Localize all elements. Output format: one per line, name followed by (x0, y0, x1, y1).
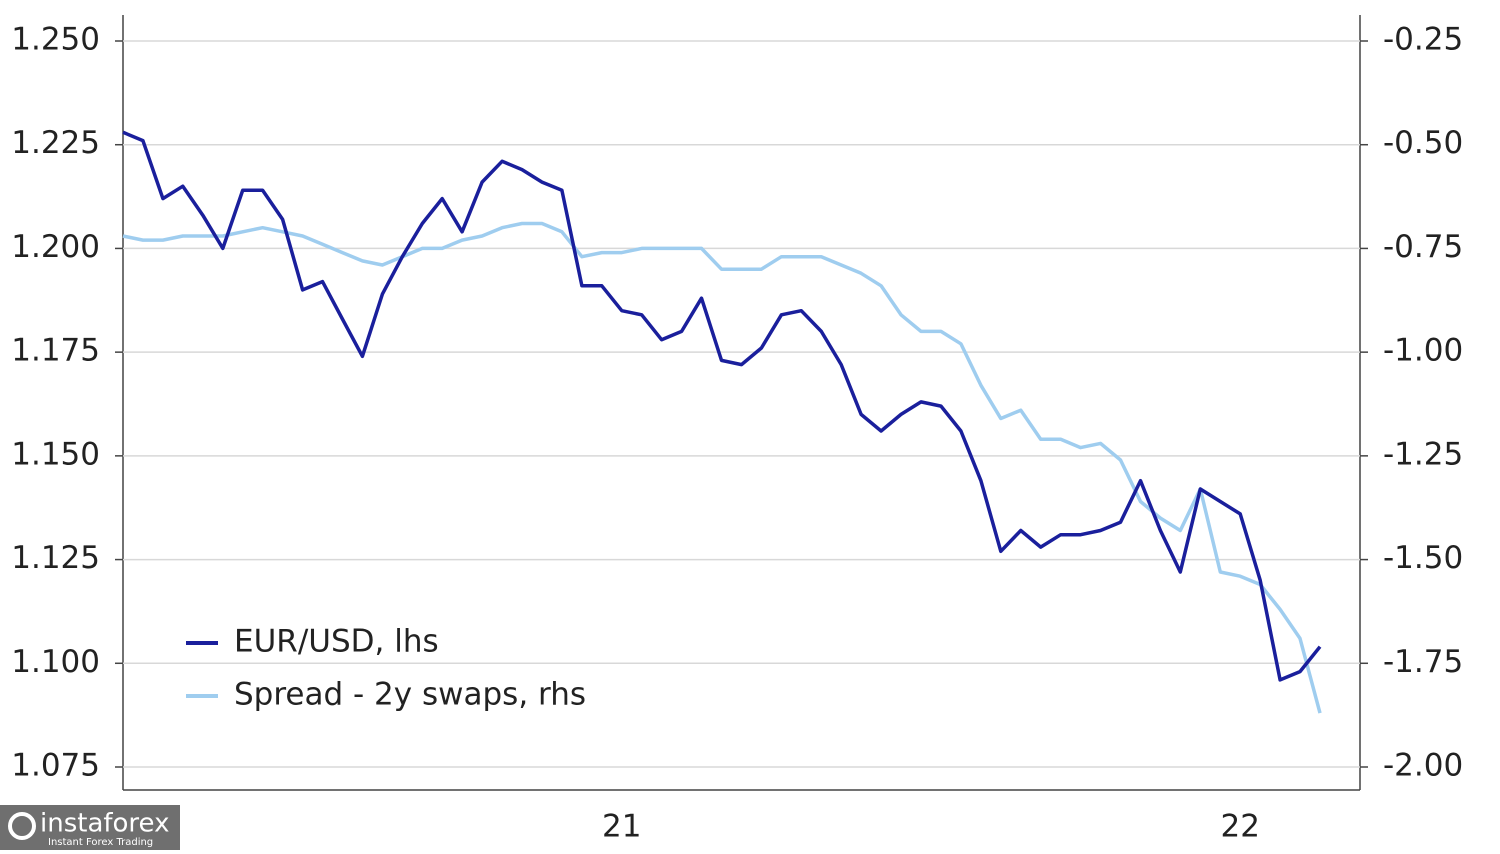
y-tick-label: 1.250 (11, 22, 100, 58)
y2-tick-label: -1.00 (1383, 333, 1463, 369)
watermark: instaforex Instant Forex Trading (0, 805, 180, 850)
watermark-tagline: Instant Forex Trading (48, 837, 153, 848)
y-tick-label: 1.175 (11, 333, 100, 369)
series-line (122, 221, 1322, 714)
y2-tick-label: -1.25 (1383, 436, 1463, 472)
y-tick-label: 1.225 (11, 125, 100, 161)
y-tick-label: 1.100 (11, 644, 100, 680)
y-tick-label: 1.200 (11, 229, 100, 265)
y2-tick-label: -1.75 (1383, 644, 1463, 680)
y2-tick-label: -0.75 (1383, 229, 1463, 265)
y-tick-label: 1.125 (11, 540, 100, 576)
y-tick-label: 1.150 (11, 436, 100, 472)
y-tick-label: 1.075 (11, 748, 100, 784)
y2-tick-label: -1.50 (1383, 540, 1463, 576)
legend-label: EUR/USD, lhs (234, 624, 439, 660)
y2-tick-label: -2.00 (1383, 748, 1463, 784)
watermark-icon (8, 812, 36, 840)
watermark-brand: instaforex (40, 809, 169, 839)
x-tick-label: 22 (1220, 809, 1259, 845)
y2-tick-label: -0.50 (1383, 125, 1463, 161)
y2-tick-label: -0.25 (1383, 22, 1463, 58)
legend-label: Spread - 2y swaps, rhs (234, 677, 586, 713)
series-line (122, 130, 1322, 682)
x-tick-label: 21 (602, 809, 641, 845)
watermark-bg (0, 805, 180, 850)
